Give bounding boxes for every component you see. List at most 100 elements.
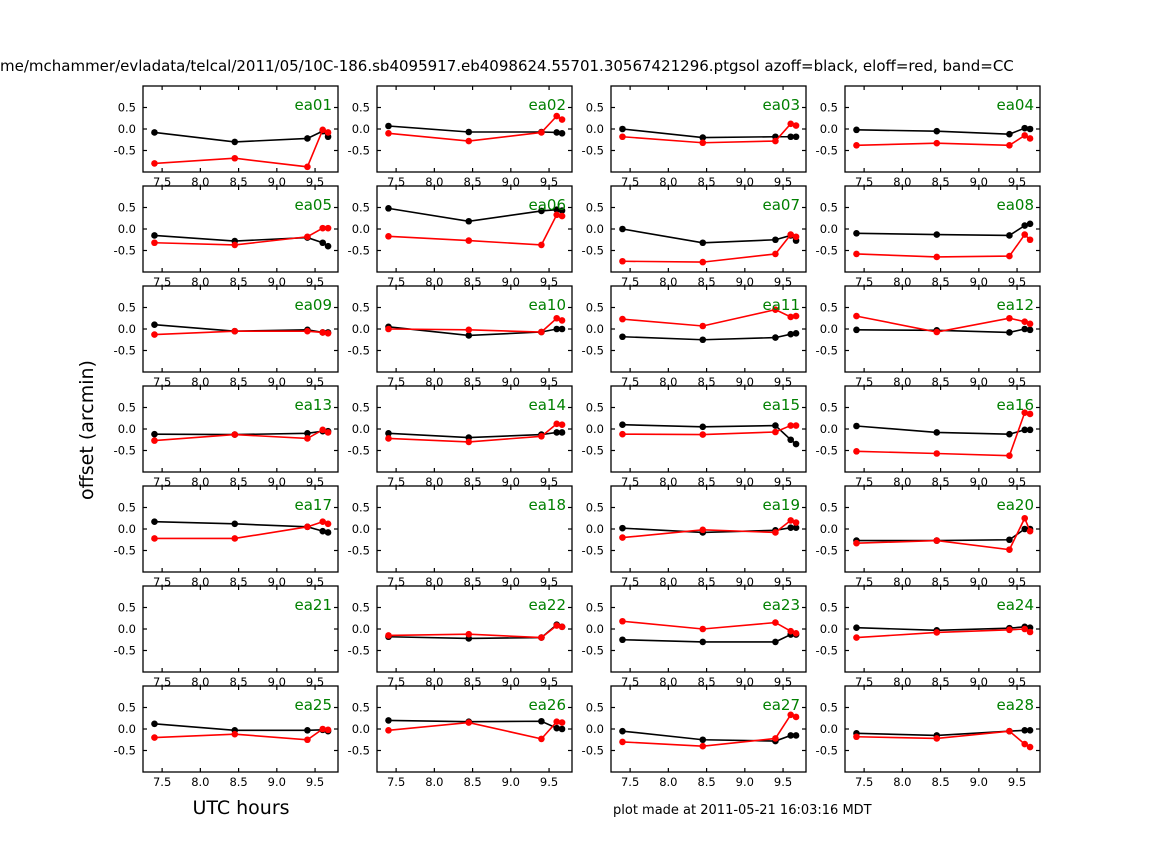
eloff-point: [1021, 514, 1029, 522]
azoff-point: [558, 725, 566, 733]
azoff-point: [1006, 536, 1013, 544]
eloff-point: [853, 733, 860, 741]
azoff-point: [619, 125, 626, 133]
y-tick-label: -0.5: [114, 744, 136, 758]
y-tick-label: 0.5: [118, 401, 136, 415]
antenna-label: ea04: [996, 96, 1034, 114]
eloff-point: [465, 137, 473, 145]
azoff-point: [699, 423, 707, 431]
eloff-line: [388, 317, 563, 333]
azoff-point: [151, 321, 158, 328]
y-tick-label: 0.5: [820, 101, 838, 115]
eloff-point: [772, 250, 779, 258]
eloff-point: [553, 112, 561, 120]
azoff-point: [553, 325, 561, 333]
azoff-point: [151, 720, 158, 728]
y-tick-label: 0.5: [820, 501, 838, 515]
antenna-label: ea15: [762, 396, 800, 414]
eloff-point: [1006, 546, 1013, 553]
eloff-line: [856, 134, 1031, 147]
x-tick-label: 9.5: [540, 775, 558, 789]
eloff-point: [699, 526, 707, 534]
eloff-point: [792, 422, 800, 429]
eloff-point: [772, 529, 779, 536]
subplot-frame: [142, 385, 339, 473]
subplot-frame: [844, 685, 1041, 773]
eloff-point: [787, 517, 795, 524]
eloff-line: [622, 122, 797, 144]
subplot-frame: [844, 385, 1041, 473]
eloff-point: [319, 725, 327, 733]
eloff-point: [792, 233, 800, 241]
eloff-point: [304, 736, 311, 744]
y-tick-label: -0.5: [348, 144, 370, 158]
eloff-point: [385, 632, 392, 639]
plot-timestamp: plot made at 2011-05-21 16:03:16 MDT: [613, 803, 872, 818]
x-tick-label: 8.0: [425, 775, 443, 789]
azoff-point: [619, 225, 626, 233]
eloff-point: [324, 129, 332, 136]
eloff-point: [324, 429, 332, 436]
eloff-point: [151, 331, 158, 338]
eloff-line: [388, 720, 563, 740]
eloff-point: [385, 435, 392, 442]
y-tick-label: -0.5: [816, 144, 838, 158]
y-tick-label: 0.0: [118, 222, 136, 236]
eloff-line: [154, 428, 329, 442]
y-tick-label: -0.5: [348, 244, 370, 258]
y-tick-label: -0.5: [816, 444, 838, 458]
eloff-point: [933, 629, 941, 636]
y-tick-label: 0.5: [118, 201, 136, 215]
eloff-point: [558, 421, 566, 428]
eloff-line: [622, 620, 797, 635]
azoff-point: [792, 330, 800, 337]
subplot-frame: [844, 585, 1041, 673]
azoff-line: [388, 125, 563, 135]
eloff-point: [304, 523, 311, 531]
subplot-frame: [610, 85, 807, 173]
eloff-point: [792, 630, 800, 637]
azoff-point: [151, 430, 158, 438]
x-tick-label: 7.5: [387, 775, 405, 789]
y-tick-label: 0.0: [586, 222, 604, 236]
azoff-point: [385, 205, 392, 212]
eloff-point: [933, 253, 941, 261]
azoff-point: [792, 524, 800, 532]
eloff-point: [151, 239, 158, 247]
y-tick-label: 0.0: [352, 622, 370, 636]
eloff-point: [385, 233, 392, 240]
eloff-point: [151, 734, 158, 741]
eloff-line: [622, 233, 797, 263]
eloff-point: [699, 258, 707, 266]
azoff-line: [856, 528, 1031, 542]
eloff-point: [324, 520, 332, 528]
antenna-label: ea11: [762, 296, 800, 314]
y-tick-label: 0.5: [586, 501, 604, 515]
eloff-point: [772, 306, 779, 313]
subplot-frame: [376, 385, 573, 473]
azoff-point: [772, 236, 779, 244]
y-tick-label: 0.5: [820, 601, 838, 615]
azoff-point: [553, 129, 561, 136]
azoff-point: [792, 133, 800, 141]
eloff-point: [853, 539, 860, 547]
y-tick-label: -0.5: [816, 344, 838, 358]
azoff-point: [699, 134, 707, 141]
y-tick-label: 0.0: [352, 422, 370, 436]
eloff-point: [1006, 142, 1013, 149]
eloff-point: [1006, 314, 1013, 322]
eloff-point: [231, 241, 239, 249]
eloff-point: [933, 537, 941, 544]
x-tick-label: 8.5: [697, 775, 715, 789]
y-tick-label: 0.0: [586, 522, 604, 536]
eloff-point: [772, 428, 779, 436]
eloff-point: [619, 133, 626, 141]
azoff-point: [1006, 329, 1013, 336]
eloff-point: [553, 314, 561, 322]
azoff-point: [1026, 220, 1034, 228]
eloff-point: [853, 142, 860, 149]
